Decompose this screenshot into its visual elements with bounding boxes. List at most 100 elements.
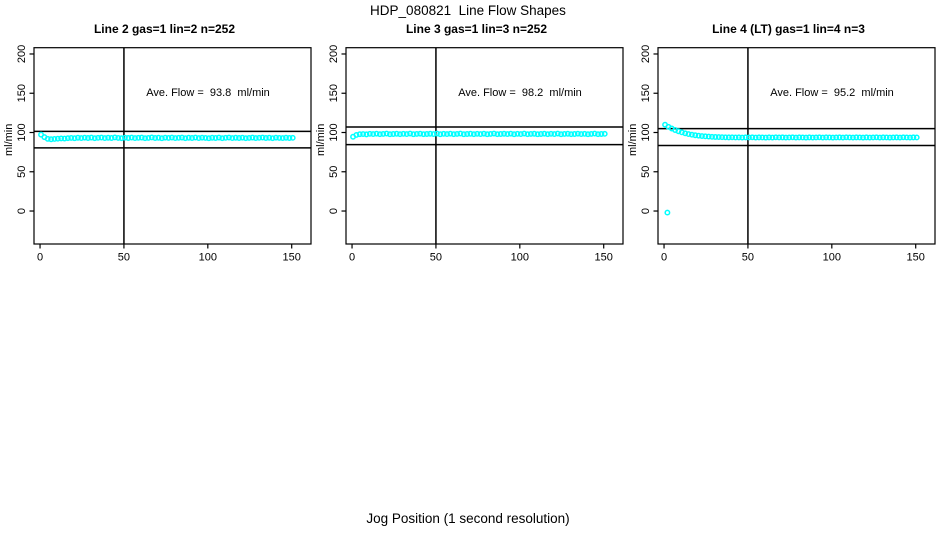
data-point [165, 134, 172, 141]
data-point [363, 131, 370, 138]
data-point [353, 131, 360, 138]
data-point [571, 131, 578, 137]
data-point [806, 134, 813, 141]
svg-text:100: 100 [199, 252, 217, 264]
data-point [454, 130, 461, 137]
data-point [480, 130, 487, 137]
data-point [467, 130, 474, 137]
svg-text:0: 0 [16, 208, 28, 214]
data-point [688, 131, 695, 138]
data-point [534, 131, 541, 138]
data-point [886, 134, 893, 141]
data-point [433, 130, 440, 137]
data-point [735, 134, 742, 141]
data-point [58, 135, 65, 142]
data-point [699, 133, 705, 139]
data-point [437, 131, 444, 138]
data-point [873, 134, 880, 141]
data-points [38, 131, 296, 143]
data-point [474, 130, 481, 137]
data-point [511, 131, 518, 138]
panel-title-line3: Line 3 gas=1 lin=3 n=252 [405, 22, 548, 36]
data-point [232, 134, 239, 141]
data-point [95, 134, 102, 141]
data-point [709, 133, 715, 140]
data-point [54, 135, 61, 142]
data-point [132, 135, 138, 142]
data-point [121, 134, 128, 141]
data-point [477, 131, 484, 138]
data-point [719, 134, 726, 141]
data-point [259, 134, 266, 141]
data-point [356, 131, 363, 138]
data-point [836, 134, 843, 141]
panel-line2: 0 50 100 150 0 50 100 150 200 ml/min Line 2 gas=1… [0, 0, 312, 290]
y-axis-title: ml/min [315, 124, 327, 156]
data-point [705, 133, 712, 140]
data-point [246, 134, 253, 141]
data-point [554, 130, 561, 137]
panel-title-line2: Line 2 gas=1 lin=2 n=252 [93, 22, 236, 36]
data-point [776, 134, 783, 141]
data-point [501, 130, 507, 137]
data-point [692, 132, 699, 139]
svg-text:100: 100 [640, 123, 652, 141]
reference-lines [658, 47, 935, 244]
data-point [561, 130, 568, 137]
data-point [521, 130, 528, 137]
panel-line4: 0 50 100 150 0 50 100 150 200 ml/min Line 4 (LT) … [624, 0, 936, 290]
data-point [517, 131, 524, 138]
svg-text:0: 0 [661, 252, 667, 264]
data-point [168, 134, 175, 141]
data-point [185, 134, 192, 141]
data-point [762, 134, 769, 141]
plot-box [345, 47, 624, 245]
data-point [766, 134, 773, 141]
data-point [195, 135, 202, 142]
data-point [484, 131, 491, 138]
data-point [242, 135, 249, 142]
data-point [860, 134, 866, 141]
data-point [262, 135, 269, 141]
data-point [685, 131, 692, 138]
data-point [789, 134, 796, 141]
data-point [702, 133, 709, 140]
data-point [283, 134, 289, 141]
data-point [779, 134, 786, 141]
panel-title-line4: Line 4 (LT) gas=1 lin=4 n=3 [712, 22, 865, 36]
data-point [98, 134, 105, 141]
data-point [574, 130, 581, 137]
svg-text:200: 200 [640, 45, 652, 63]
data-point [846, 134, 853, 141]
data-point [816, 134, 823, 141]
data-point [387, 131, 393, 138]
svg-text:50: 50 [640, 166, 652, 178]
svg-text:0: 0 [640, 208, 652, 214]
data-point [460, 131, 467, 138]
data-point [192, 134, 199, 141]
data-point [890, 134, 897, 141]
svg-text:100: 100 [328, 123, 340, 141]
data-point [497, 131, 504, 137]
svg-text:0: 0 [328, 208, 340, 214]
data-point [376, 131, 383, 138]
svg-text:150: 150 [283, 252, 301, 264]
data-point [162, 134, 169, 141]
data-point [142, 135, 149, 142]
data-point [850, 134, 856, 141]
data-point [712, 134, 719, 140]
svg-text:50: 50 [742, 252, 754, 264]
data-point [199, 134, 206, 141]
data-point [286, 135, 293, 141]
data-point [907, 134, 913, 141]
data-point [514, 130, 521, 137]
data-point [413, 130, 420, 137]
data-point [809, 134, 816, 141]
ave-flow-annotation-line4: Ave. Flow = 95.2 ml/min [770, 87, 894, 99]
data-point [457, 130, 464, 137]
data-point [796, 134, 803, 141]
data-point [799, 134, 806, 141]
data-point [729, 134, 736, 141]
svg-text:150: 150 [595, 252, 613, 264]
data-point [504, 131, 511, 138]
